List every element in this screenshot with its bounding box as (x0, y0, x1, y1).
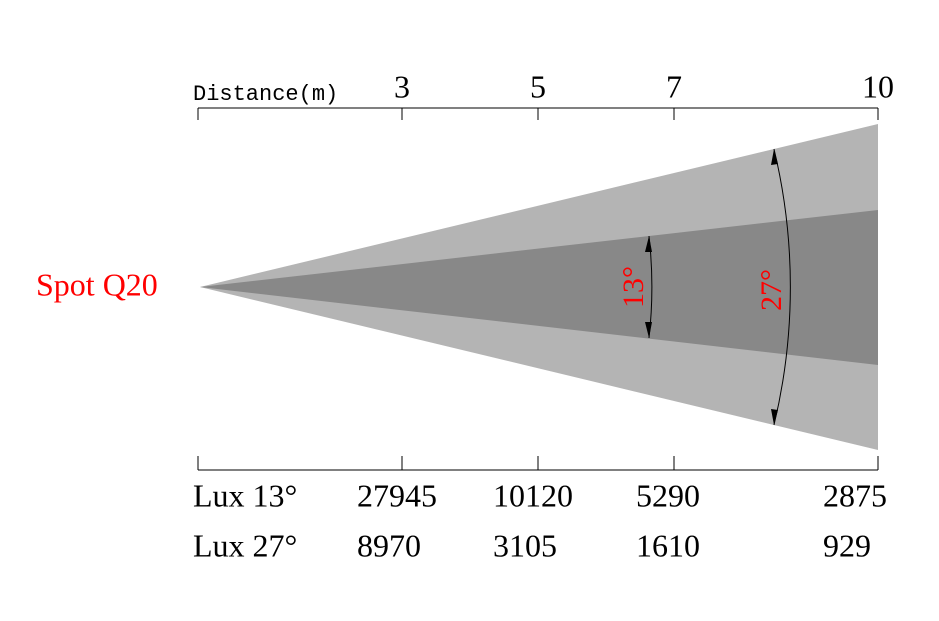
distance-axis (197, 107, 879, 120)
axis-title: Distance(m) (193, 82, 338, 107)
arrowhead (771, 409, 778, 425)
tick-label: 5 (530, 68, 546, 104)
beam-name: Spot Q20 (36, 266, 158, 302)
inner-beam (200, 210, 878, 365)
tick-label: 10 (862, 68, 894, 104)
lux-value: 929 (823, 527, 871, 563)
lux-value: 8970 (357, 527, 421, 563)
lux-value: 10120 (493, 477, 573, 513)
lux-value: 2875 (823, 477, 887, 513)
lux-value: 1610 (636, 527, 700, 563)
inner-angle-label: 13° (617, 266, 650, 308)
arrowhead (645, 322, 652, 338)
outer-angle-arc (773, 148, 791, 426)
arrowhead (771, 149, 778, 165)
arrowhead (645, 236, 652, 252)
lux-value: 3105 (493, 527, 557, 563)
bottom-axis (197, 456, 879, 471)
outer-angle-label: 27° (755, 269, 788, 311)
row-label: Lux 13° (193, 477, 297, 513)
tick-label: 7 (666, 68, 682, 104)
tick-label: 3 (394, 68, 410, 104)
row-label: Lux 27° (193, 527, 297, 563)
lux-value: 27945 (357, 477, 437, 513)
lux-value: 5290 (636, 477, 700, 513)
